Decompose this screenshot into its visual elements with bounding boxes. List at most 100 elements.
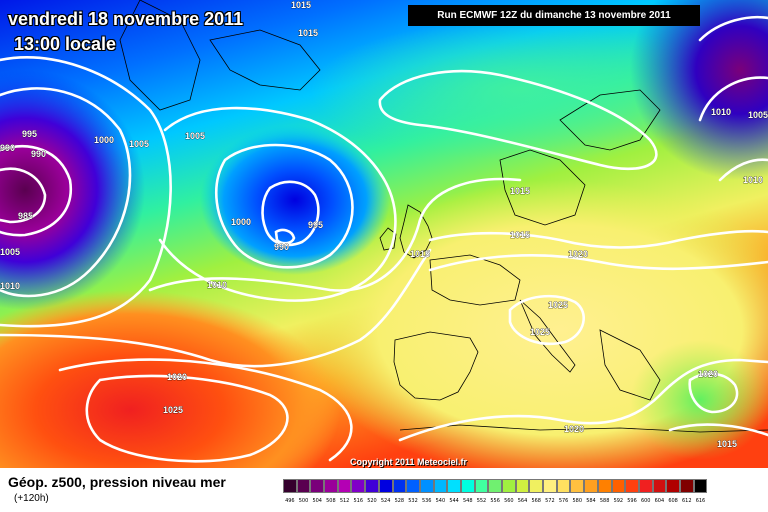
isobar-1010 — [148, 177, 522, 292]
isobar-995-center — [261, 180, 320, 247]
scale-label: 528 — [394, 498, 405, 504]
scale-swatch — [474, 479, 489, 493]
forecast-date: vendredi 18 novembre 2011 — [8, 9, 244, 29]
legend-title: Géop. z500, pression niveau mer — [8, 474, 226, 490]
scale-label: 580 — [572, 498, 583, 504]
scale-label: 564 — [517, 498, 528, 504]
isobar-label: 1015 — [410, 249, 430, 259]
isobar-1010-east — [718, 158, 768, 182]
isobar-1005-west — [0, 56, 172, 328]
isobar-label: 995 — [308, 220, 323, 230]
scale-swatch — [419, 479, 434, 493]
scale-label: 560 — [504, 498, 514, 504]
color-scale-labels: 496 500 504 508 512 516 520 524 528 532 536 540 544 5… — [283, 498, 707, 506]
scale-label: 512 — [339, 498, 350, 504]
scale-swatch — [283, 479, 297, 493]
scale-swatch — [365, 479, 379, 493]
scale-swatch — [433, 479, 448, 493]
scale-swatch — [556, 479, 571, 493]
scale-swatch — [625, 479, 639, 493]
legend-panel: Géop. z500, pression niveau mer (+120h) … — [0, 468, 768, 512]
coast-scandinavia-north — [559, 89, 661, 151]
isobar-label: 990 — [0, 143, 15, 153]
isobar-1000-west — [0, 87, 132, 298]
isobar-1020-south — [58, 358, 353, 462]
scale-swatch — [638, 479, 653, 493]
isobar-label: 990 — [274, 242, 289, 252]
scale-swatch — [296, 479, 311, 493]
scale-label: 508 — [326, 498, 336, 504]
scale-swatch — [652, 479, 667, 493]
isobar-1025-south — [85, 374, 289, 463]
scale-label: 572 — [545, 498, 555, 504]
model-run-label: Run ECMWF 12Z du dimanche 13 novembre 20… — [408, 5, 700, 26]
scale-label: 520 — [367, 498, 377, 504]
low-pressure-fill-center — [200, 125, 390, 275]
isobar-label: 1010 — [207, 280, 227, 290]
isobar-990-center — [274, 228, 296, 245]
isobar-1020-mediterranean — [398, 358, 768, 442]
scale-label: 540 — [435, 498, 446, 504]
isobar-1015-southeast — [688, 372, 739, 414]
scale-swatch — [693, 479, 708, 493]
scale-swatch — [310, 479, 325, 493]
isobar-label: 1025 — [530, 327, 550, 337]
coast-scandinavia-south — [499, 149, 586, 226]
scale-swatch — [337, 479, 352, 493]
scale-label: 552 — [476, 498, 487, 504]
scale-swatch — [324, 479, 338, 493]
isobar-1025-europe — [508, 294, 585, 346]
scale-label: 504 — [312, 498, 322, 504]
scale-swatch — [488, 479, 502, 493]
isobar-1015-south — [0, 248, 432, 368]
isobar-1020-europe — [428, 254, 768, 272]
scale-label: 532 — [408, 498, 418, 504]
green-zone-southeast — [630, 340, 768, 460]
coast-italy — [519, 299, 576, 373]
isobar-label: 1020 — [698, 369, 718, 379]
scale-swatch — [570, 479, 585, 493]
isobar-1015-north — [378, 69, 658, 171]
scale-label: 612 — [682, 498, 692, 504]
scale-label: 556 — [490, 498, 500, 504]
scale-label: 568 — [531, 498, 541, 504]
isobar-label: 1015 — [298, 28, 318, 38]
isobar-label: 1000 — [94, 135, 114, 145]
low-pressure-fill-northeast — [630, 0, 768, 180]
coast-great-britain — [399, 204, 433, 259]
isobar-label: 1005 — [129, 139, 149, 149]
isobar-label: 1025 — [163, 405, 183, 415]
isobar-label: 1005 — [0, 247, 20, 257]
isobar-990-west — [0, 145, 73, 237]
isobar-label: 985 — [18, 211, 33, 221]
isobar-label: 990 — [31, 149, 46, 159]
scale-swatch — [543, 479, 557, 493]
scale-swatch — [351, 479, 366, 493]
coast-iberia — [393, 331, 479, 401]
scale-label: 600 — [640, 498, 651, 504]
scale-label: 548 — [463, 498, 473, 504]
scale-label: 604 — [654, 498, 665, 504]
scale-swatch — [611, 479, 626, 493]
isobar-label: 1015 — [291, 0, 311, 10]
scale-label: 592 — [613, 498, 624, 504]
scale-swatch — [679, 479, 694, 493]
scale-label: 608 — [668, 498, 678, 504]
scale-label: 500 — [298, 498, 309, 504]
low-pressure-fill-west — [0, 70, 145, 310]
isobar-label: 1020 — [568, 249, 588, 259]
scale-swatch — [529, 479, 544, 493]
weather-map: 1015 1015 995 990 985 990 1000 1005 1005… — [0, 0, 768, 468]
isobars — [0, 15, 768, 463]
isobar-label: 1010 — [711, 107, 731, 117]
isobar-1015-southeast-2 — [668, 423, 768, 437]
isobar-label: 1025 — [548, 300, 568, 310]
isobar-label: 1010 — [0, 281, 20, 291]
isobar-1010-northeast — [698, 76, 768, 122]
scale-label: 516 — [353, 498, 364, 504]
copyright-text: Copyright 2011 Meteociel.fr — [350, 457, 468, 467]
coast-iceland — [209, 29, 321, 91]
isobar-1000-center — [214, 143, 354, 269]
scale-swatch — [460, 479, 475, 493]
isobar-label: 1015 — [717, 439, 737, 449]
